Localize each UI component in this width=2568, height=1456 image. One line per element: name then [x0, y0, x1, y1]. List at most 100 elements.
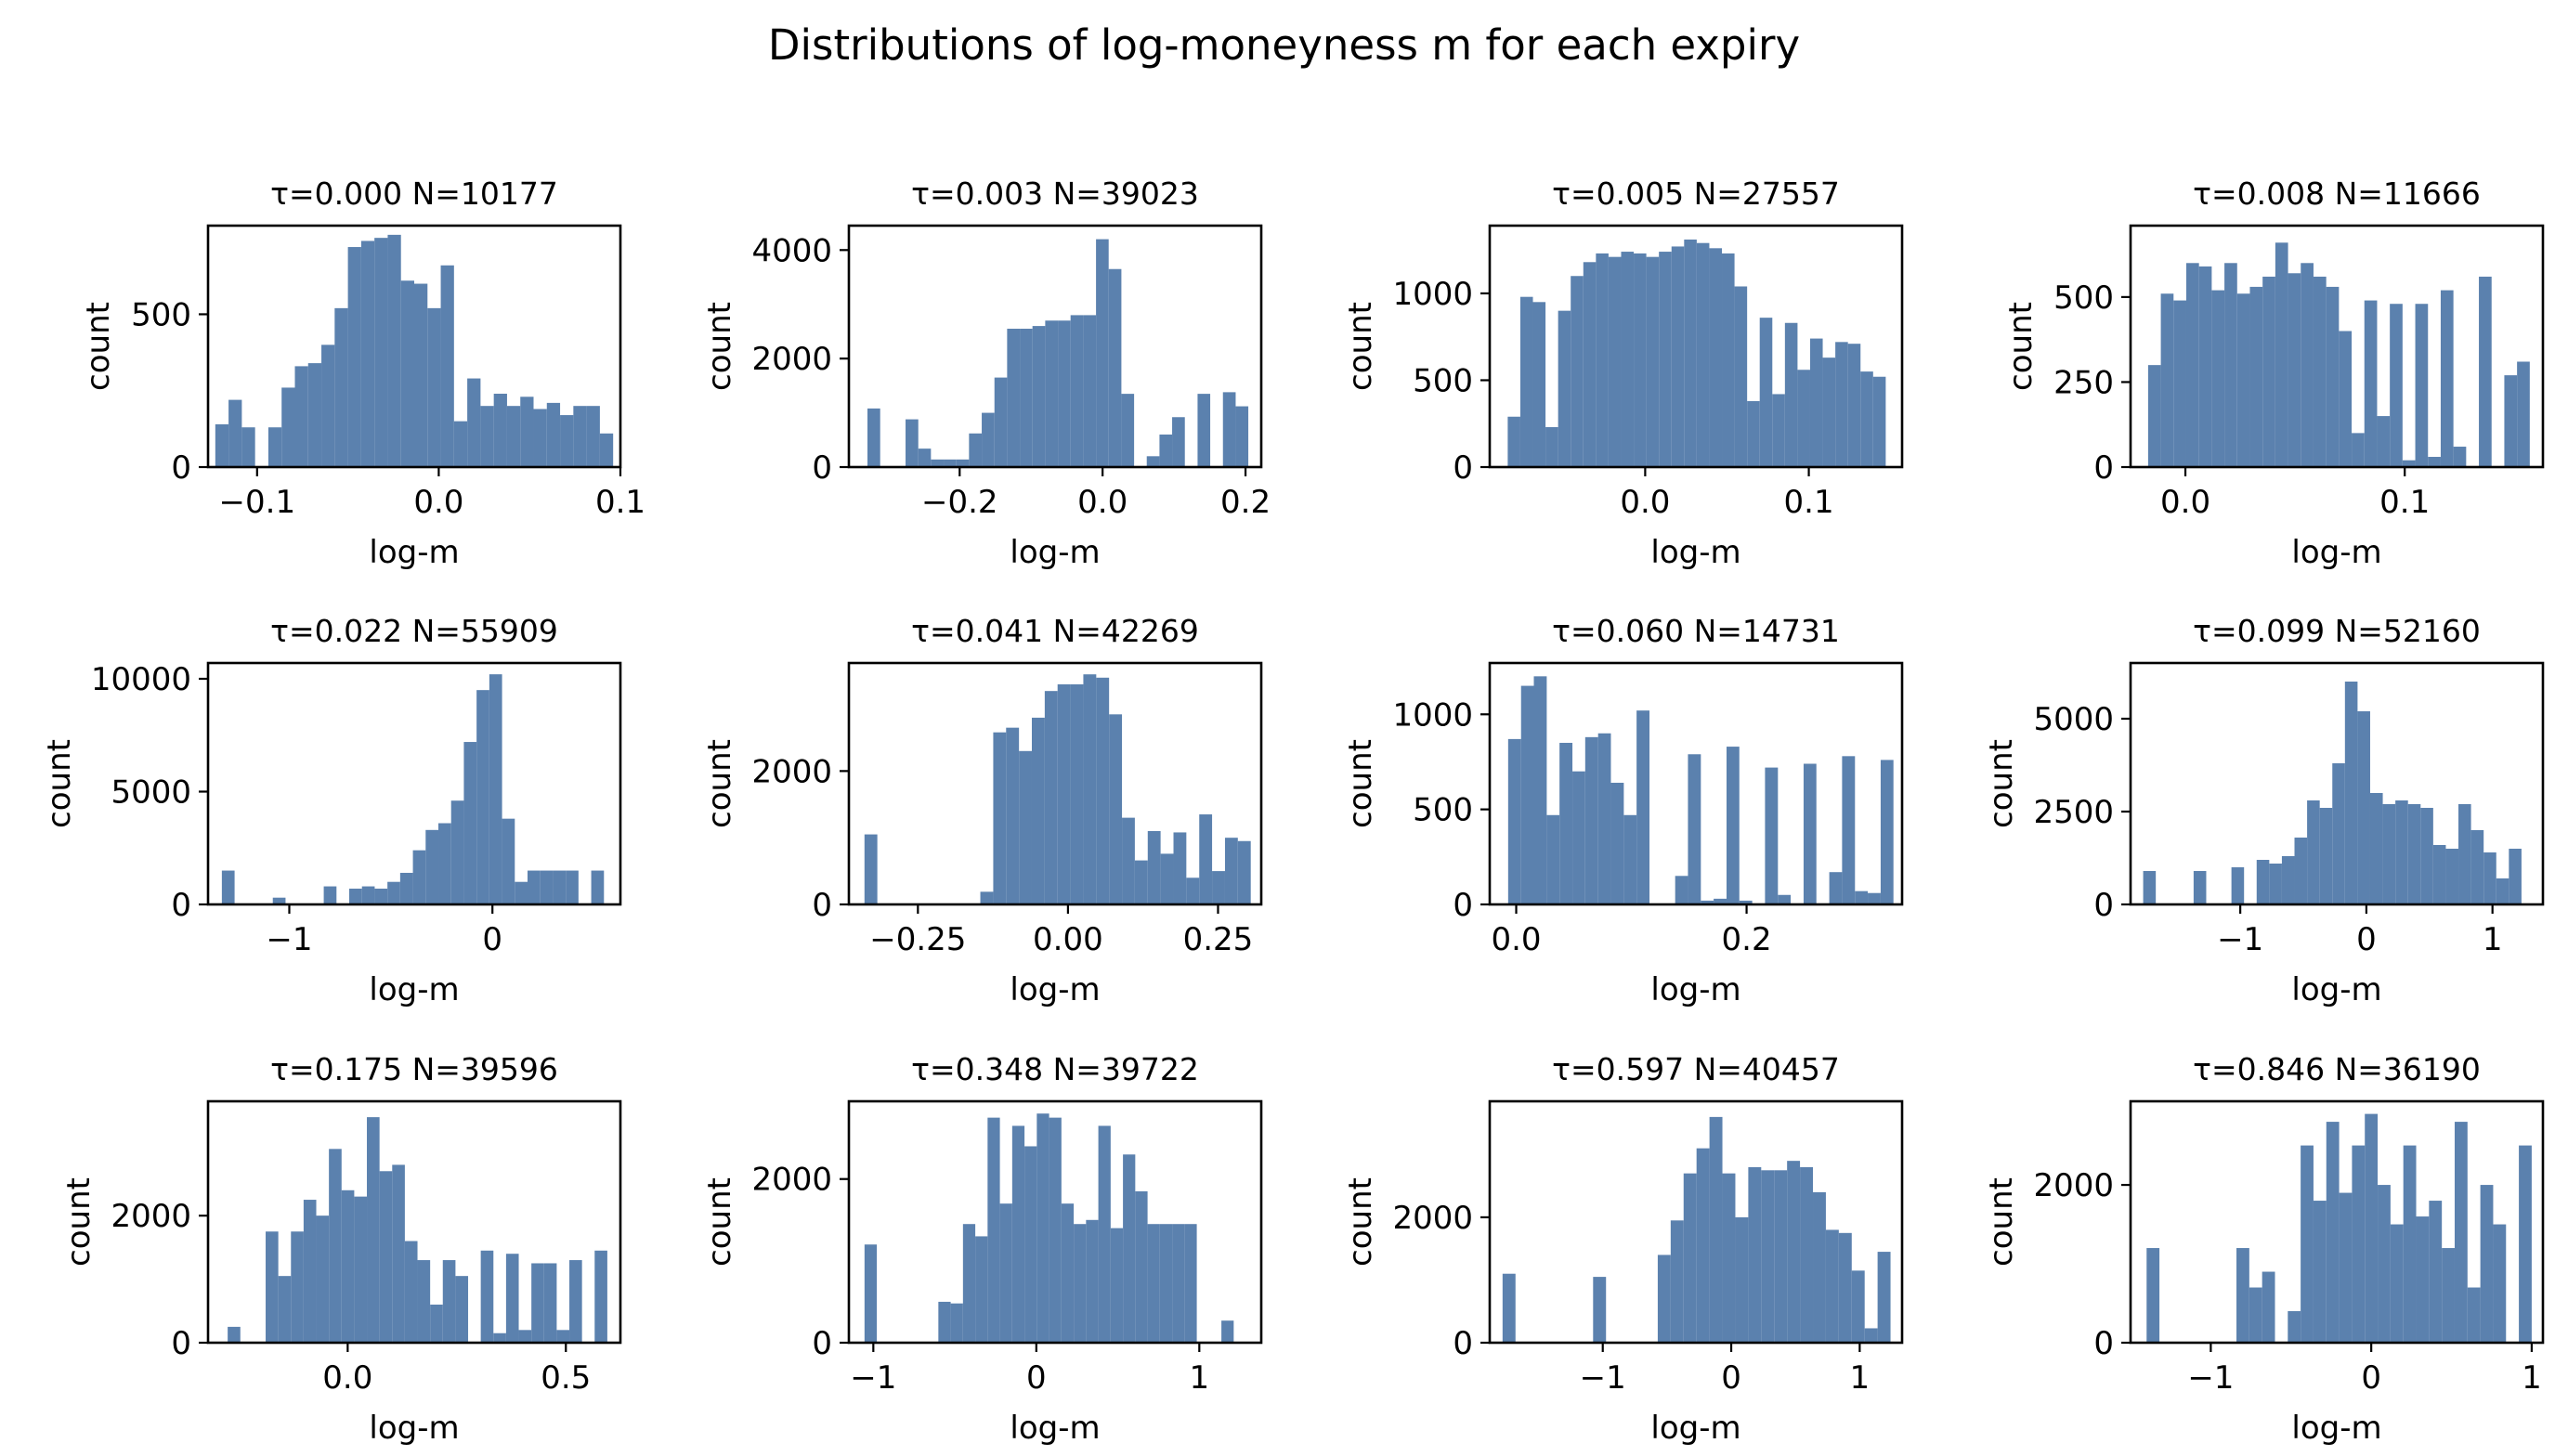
histogram-bar	[1098, 1125, 1111, 1343]
y-axis-label: count	[1342, 1177, 1379, 1267]
histogram-bar	[867, 408, 880, 467]
histogram-bar	[2294, 838, 2308, 904]
x-tick-label: −1	[850, 1359, 896, 1397]
histogram-bar	[994, 377, 1008, 467]
x-axis-label: log-m	[1650, 534, 1740, 571]
x-axis-label: log-m	[1650, 1410, 1740, 1447]
histogram-bar	[427, 307, 441, 467]
histogram-bar	[1172, 1224, 1185, 1343]
axes-frame	[1488, 661, 1904, 906]
histogram-bar	[1020, 329, 1033, 467]
histogram-bar	[1197, 394, 1211, 467]
y-axis-label: count	[1342, 739, 1379, 828]
histogram-bar	[266, 1231, 279, 1343]
histogram-bar	[1070, 315, 1084, 467]
histogram-bar	[1842, 756, 1856, 904]
histogram-bar	[1877, 1252, 1891, 1343]
histogram-bar	[414, 283, 428, 467]
histogram-panel-4: 0.0 0.1 0 250 500 τ=0.008 N=11666 log-m count	[2002, 176, 2545, 571]
histogram-bar	[438, 823, 451, 904]
histogram-bar	[1868, 892, 1881, 904]
histogram-bar	[399, 872, 413, 904]
histogram-bar	[2147, 365, 2161, 467]
histogram-bar	[1593, 1277, 1607, 1343]
histogram-bar	[560, 415, 574, 467]
panel-title: τ=0.008 N=11666	[2193, 176, 2481, 212]
y-tick-label: 2000	[751, 341, 832, 378]
histogram-bar	[1057, 683, 1071, 904]
histogram-bar	[361, 886, 375, 904]
histogram-bar	[2281, 856, 2295, 904]
histogram-bar	[323, 886, 337, 904]
histogram-bar	[2378, 1185, 2391, 1343]
histogram-bar	[1772, 394, 1785, 467]
histogram-panel-3: 0.0 0.1 0 500 1000 τ=0.005 N=27557 log-m count	[1342, 176, 1904, 571]
histogram-bar	[944, 459, 957, 467]
histogram-bar	[2236, 1248, 2249, 1343]
histogram-bar	[2493, 1224, 2507, 1343]
histogram-bar	[1019, 750, 1032, 904]
histogram-bar	[1502, 1273, 1516, 1343]
histogram-bar	[1774, 1170, 1788, 1343]
y-tick-label: 0	[2093, 1325, 2114, 1362]
histogram-bar	[969, 433, 983, 467]
histogram-bar	[1036, 1113, 1049, 1343]
y-tick-label: 2000	[2033, 1167, 2114, 1204]
histogram-bar	[950, 1303, 963, 1343]
histogram-bar	[1123, 1154, 1136, 1343]
histogram-bar	[586, 406, 600, 467]
y-tick-label: 2000	[111, 1198, 191, 1235]
x-tick-label: 0	[2361, 1359, 2381, 1397]
histogram-bar	[518, 1330, 532, 1343]
histogram-bar	[1835, 342, 1848, 467]
histogram-bar	[1222, 392, 1236, 467]
x-tick-label: 0.1	[2379, 484, 2430, 521]
histogram-bar	[1061, 1203, 1075, 1343]
histogram-bar	[2288, 273, 2301, 467]
histogram-bar	[1734, 286, 1748, 467]
histogram-bar	[440, 265, 454, 467]
histogram-bar	[367, 1117, 380, 1343]
histogram-bar	[531, 1263, 544, 1343]
histogram-bar	[2332, 763, 2345, 904]
axes-frame	[847, 224, 1263, 469]
histogram-bar	[1657, 1254, 1671, 1343]
histogram-bar	[281, 387, 295, 467]
y-tick-label: 0	[2093, 887, 2114, 924]
histogram-bar	[2256, 860, 2270, 904]
histogram-panel-12: −1 0 1 0 2000 τ=0.846 N=36190 log-m count	[1983, 1051, 2545, 1447]
histogram-bar	[354, 1196, 368, 1343]
histogram-bar	[2307, 800, 2320, 904]
y-tick-label: 1000	[1392, 276, 1473, 313]
histogram-panel-2: −0.2 0.0 0.2 0 2000 4000 τ=0.003 N=39023 log-m c…	[701, 176, 1271, 571]
histogram-bar	[599, 433, 614, 467]
histogram-bar	[450, 800, 464, 904]
panel-title: τ=0.597 N=40457	[1552, 1051, 1840, 1087]
histogram-bar	[2193, 871, 2207, 904]
histogram-bar	[956, 459, 970, 467]
histogram-bar	[307, 363, 322, 467]
x-tick-label: 0.2	[1722, 921, 1772, 958]
histogram-bar	[1803, 763, 1817, 904]
histogram-panel-7: 0.0 0.2 0 500 1000 τ=0.060 N=14731 log-m count	[1342, 613, 1904, 1008]
histogram-bar	[1160, 853, 1174, 904]
histogram-bar	[987, 1117, 1000, 1343]
x-tick-label: −0.1	[219, 484, 296, 521]
histogram-bar	[1759, 318, 1773, 467]
histogram-bar	[2365, 1113, 2379, 1343]
histogram-bar	[2160, 293, 2174, 467]
x-axis-label: log-m	[1010, 971, 1100, 1008]
histogram-panel-1: −0.1 0.0 0.1 0 500 τ=0.000 N=10177 log-m count	[80, 176, 645, 571]
histogram-bar	[1636, 710, 1650, 904]
histogram-bar	[2357, 711, 2370, 904]
x-axis-label: log-m	[369, 971, 459, 1008]
histogram-bar	[425, 829, 439, 904]
histogram-bar	[1838, 1232, 1852, 1343]
histogram-bar	[387, 881, 400, 904]
histogram-bar	[2519, 1145, 2532, 1343]
histogram-bar	[2185, 263, 2199, 467]
histogram-bar	[2262, 276, 2275, 467]
histogram-bar	[1880, 760, 1894, 904]
histogram-bar	[1135, 1190, 1148, 1343]
